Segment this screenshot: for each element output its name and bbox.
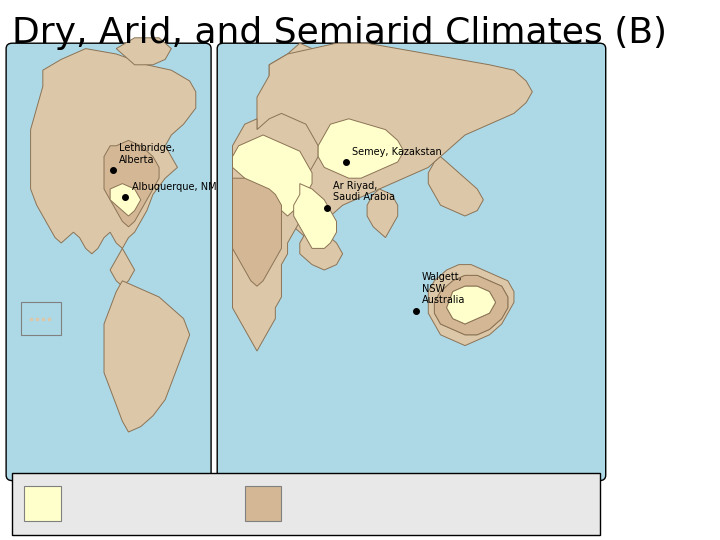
Polygon shape (434, 275, 508, 335)
Polygon shape (300, 227, 343, 270)
Polygon shape (318, 119, 404, 178)
Polygon shape (257, 43, 532, 238)
Bar (12, 472, 600, 535)
Polygon shape (294, 184, 336, 248)
Text: Cold, dry arid deserts: Cold, dry arid deserts (71, 507, 191, 517)
Polygon shape (110, 248, 135, 286)
Polygon shape (233, 113, 318, 351)
Text: Hot, dry arid deserts: Hot, dry arid deserts (71, 491, 185, 501)
Text: Ar Riyad,
Saudi Arabia: Ar Riyad, Saudi Arabia (333, 181, 395, 202)
Text: Cold, semiarid steppe: Cold, semiarid steppe (291, 507, 412, 517)
Polygon shape (428, 265, 514, 346)
Polygon shape (233, 135, 312, 216)
Text: Lethbridge,
Alberta: Lethbridge, Alberta (120, 143, 175, 165)
Bar (24, 486, 61, 521)
Polygon shape (428, 157, 483, 216)
Polygon shape (104, 140, 159, 227)
Polygon shape (233, 178, 282, 286)
Polygon shape (287, 43, 312, 59)
Polygon shape (116, 38, 171, 65)
Polygon shape (446, 286, 495, 324)
Text: Dry, Arid, and Semiarid Climates (B): Dry, Arid, and Semiarid Climates (B) (12, 16, 667, 50)
Bar (22, 302, 61, 335)
Polygon shape (110, 184, 140, 216)
Bar (245, 486, 282, 521)
Polygon shape (30, 49, 196, 254)
FancyBboxPatch shape (6, 43, 211, 481)
Text: Hot, semiarid steppe: Hot, semiarid steppe (291, 491, 407, 501)
Text: Albuquerque, NM: Albuquerque, NM (132, 181, 216, 192)
Polygon shape (446, 286, 495, 324)
Text: Walgett,
NSW
Australia: Walgett, NSW Australia (422, 272, 466, 305)
Text: Semey, Kazakstan: Semey, Kazakstan (352, 146, 441, 157)
Polygon shape (104, 281, 189, 432)
Polygon shape (269, 54, 324, 92)
Polygon shape (434, 275, 508, 335)
FancyBboxPatch shape (217, 43, 606, 481)
Polygon shape (367, 189, 397, 238)
